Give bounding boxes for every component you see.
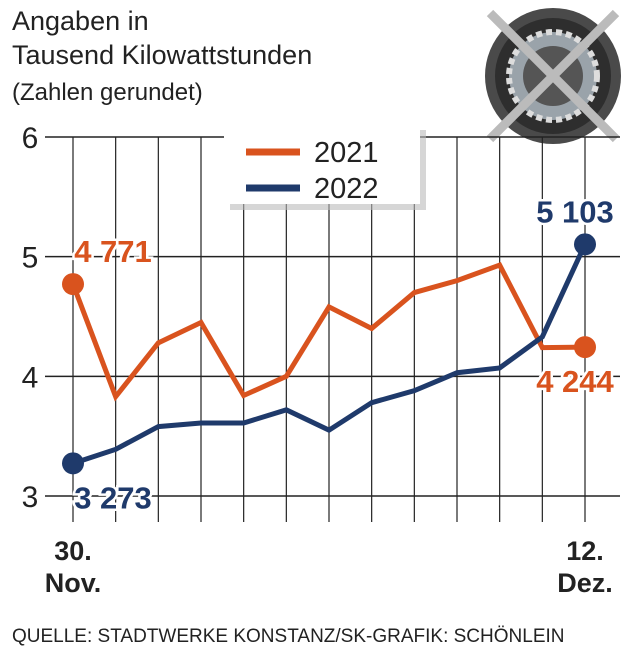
legend-label: 2022 — [314, 173, 379, 205]
data-label: 4 244 — [536, 364, 614, 399]
chart-title: Angaben in — [12, 6, 149, 36]
y-tick-label: 4 — [22, 361, 39, 394]
marker — [574, 233, 596, 256]
chart-subtitle: (Zahlen gerundet) — [12, 79, 203, 106]
data-label: 5 103 — [536, 194, 614, 229]
legend-label: 2021 — [314, 137, 379, 169]
chart-title: Tausend Kilowattstunden — [12, 40, 312, 70]
data-label: 4 771 — [74, 234, 152, 269]
burner-icon — [485, 8, 621, 144]
marker — [62, 273, 84, 296]
line — [70, 261, 586, 402]
marker — [62, 452, 84, 475]
source: QUELLE: STADTWERKE KONSTANZ/SK-GRAFIK: S… — [12, 626, 565, 647]
data-label: 3 273 — [74, 480, 152, 515]
marker — [574, 336, 596, 359]
y-tick-label: 6 — [22, 122, 39, 155]
y-tick-label: 5 — [22, 242, 39, 275]
x-tick-label: 12. Dez. — [557, 536, 613, 598]
line — [72, 243, 588, 466]
y-tick-label: 3 — [22, 481, 39, 514]
legend: 2021 2022 — [224, 124, 426, 210]
x-tick-label: 30. Nov. — [45, 536, 102, 598]
